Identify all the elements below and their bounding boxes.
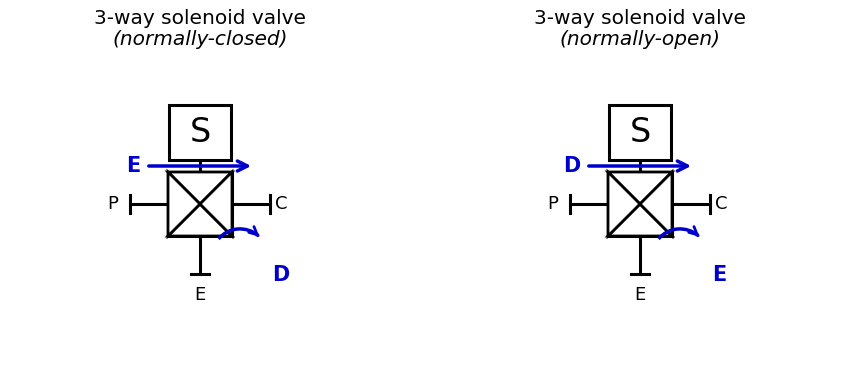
Text: S: S (629, 116, 651, 149)
Text: P: P (547, 195, 558, 213)
Text: C: C (715, 195, 728, 213)
Text: E: E (126, 156, 140, 176)
Text: E: E (194, 286, 205, 304)
Text: E: E (712, 265, 726, 285)
Text: P: P (107, 195, 118, 213)
Polygon shape (608, 204, 672, 236)
Text: 3-way solenoid valve: 3-way solenoid valve (94, 9, 306, 28)
Bar (608, 172, 672, 236)
Text: C: C (275, 195, 288, 213)
Text: 3-way solenoid valve: 3-way solenoid valve (534, 9, 746, 28)
Polygon shape (168, 172, 200, 236)
Polygon shape (608, 172, 672, 204)
Polygon shape (640, 172, 672, 236)
Text: D: D (562, 156, 580, 176)
Polygon shape (608, 172, 640, 236)
Polygon shape (168, 204, 232, 236)
Bar (609, 105, 671, 160)
Text: D: D (272, 265, 289, 285)
Text: (normally-closed): (normally-closed) (112, 30, 288, 49)
Text: E: E (634, 286, 645, 304)
Text: S: S (189, 116, 211, 149)
Text: (normally-open): (normally-open) (560, 30, 721, 49)
Bar (169, 105, 231, 160)
Polygon shape (200, 172, 232, 236)
Bar (168, 172, 232, 236)
Polygon shape (168, 172, 232, 204)
